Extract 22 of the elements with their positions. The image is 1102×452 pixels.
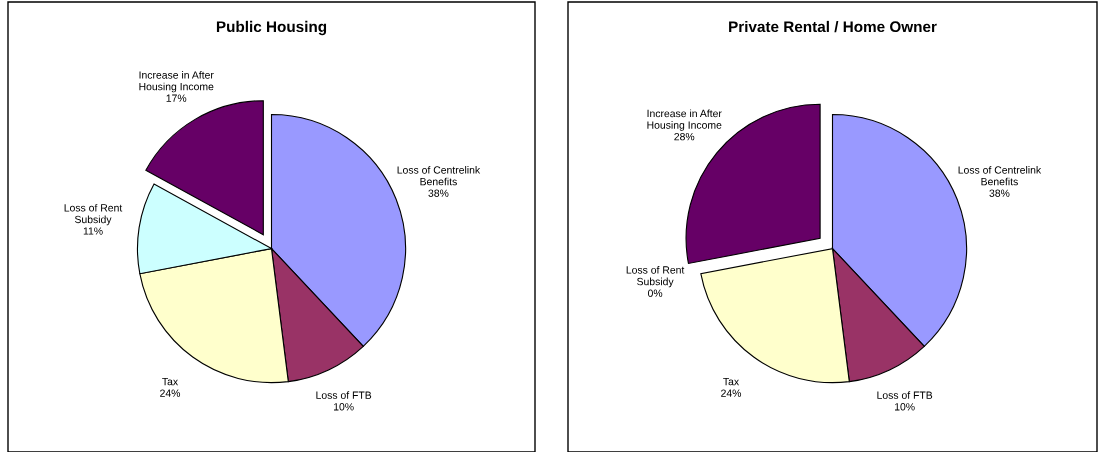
category-label: Loss of Rent Subsidy (626, 266, 685, 288)
data-label: 24% (160, 389, 181, 397)
data-label: 10% (334, 403, 354, 411)
data-label: 17% (166, 94, 187, 102)
slice-label: Loss of Rent Subsidy (64, 203, 123, 226)
text: 0% (647, 289, 663, 297)
slice-label: Tax (162, 378, 178, 386)
data-label: 38% (428, 189, 449, 197)
slice-label: Tax (723, 378, 739, 386)
data-label: 10% (895, 403, 915, 411)
slice-label: Loss of Centrelink Benefits (958, 166, 1042, 186)
slice-label: Increase in After Housing Income (139, 71, 214, 93)
data-label: 28% (674, 132, 695, 141)
slice-label: Loss of FTB (877, 391, 933, 399)
chart-title: Public Housing (216, 20, 327, 36)
data-label: 24% (721, 389, 742, 397)
slice-label: Loss of Centrelink Benefits (397, 166, 481, 186)
data-label: 38% (989, 189, 1010, 197)
data-label: 11% (83, 227, 103, 235)
chart-title: Private Rental / Home Owner (729, 20, 937, 33)
slice-label: Loss of FTB (316, 391, 372, 399)
slice-label: Increase in After Housing Income (647, 109, 722, 131)
